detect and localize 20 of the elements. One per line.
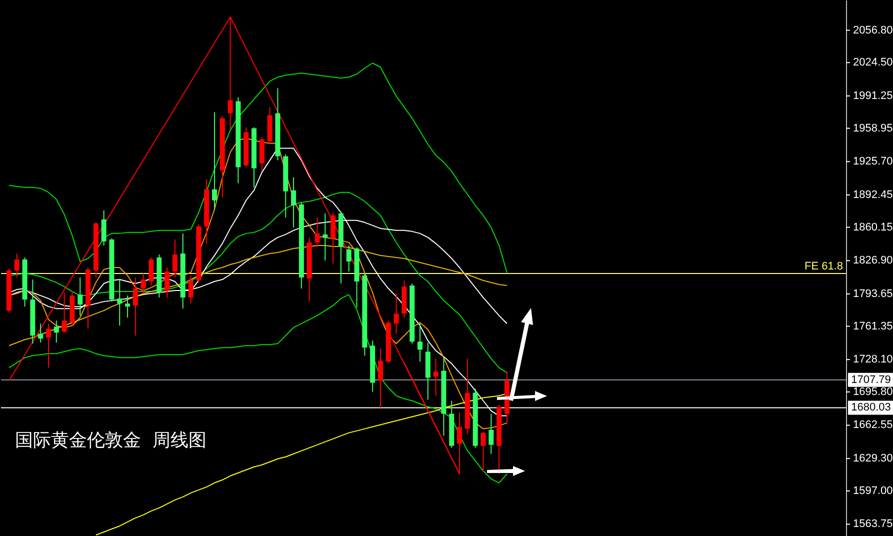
- text: 国际黄金伦敦金 周线图: [15, 429, 206, 452]
- y-tick-label: 1662.55: [853, 419, 893, 432]
- ref-line-label: 1680.03: [851, 402, 891, 414]
- ref-line-label: 1707.79: [851, 374, 891, 386]
- y-tick-label: 2024.50: [853, 56, 893, 69]
- y-tick-label: 1728.10: [853, 354, 893, 366]
- y-tick-label: 1892.45: [853, 188, 893, 201]
- y-tick-label: 1695.80: [853, 386, 893, 398]
- y-tick-label: 1826.90: [853, 254, 893, 267]
- y-tick-label: 1761.35: [853, 320, 893, 332]
- y-tick-label: 1597.00: [853, 484, 893, 497]
- y-tick-label: 1860.15: [853, 221, 893, 234]
- ref-line-label: FE 61.8: [804, 260, 843, 273]
- y-tick-label: 1563.75: [853, 518, 893, 530]
- y-tick-label: 1793.65: [853, 288, 893, 300]
- y-tick-label: 1925.70: [853, 156, 893, 168]
- y-tick-label: 2056.80: [853, 24, 893, 36]
- y-tick-label: 1629.30: [853, 452, 893, 465]
- y-tick-label: 1991.25: [853, 90, 893, 102]
- y-tick-label: 1958.95: [853, 122, 893, 134]
